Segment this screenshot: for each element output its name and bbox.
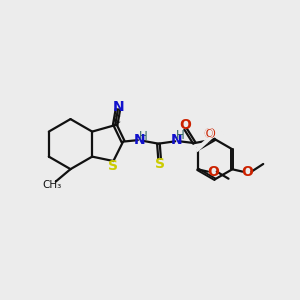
Text: O: O xyxy=(179,118,191,131)
Text: S: S xyxy=(154,157,165,171)
Text: O: O xyxy=(203,127,214,141)
Text: N: N xyxy=(171,133,183,147)
Text: S: S xyxy=(108,159,118,173)
Text: C: C xyxy=(113,115,120,125)
Text: O: O xyxy=(242,165,254,178)
Text: CH₃: CH₃ xyxy=(43,180,62,190)
Text: H: H xyxy=(138,130,147,142)
Text: O: O xyxy=(203,127,215,141)
Text: N: N xyxy=(113,100,124,113)
Text: N: N xyxy=(134,133,146,146)
Text: O: O xyxy=(207,165,219,178)
Text: H: H xyxy=(176,129,184,142)
